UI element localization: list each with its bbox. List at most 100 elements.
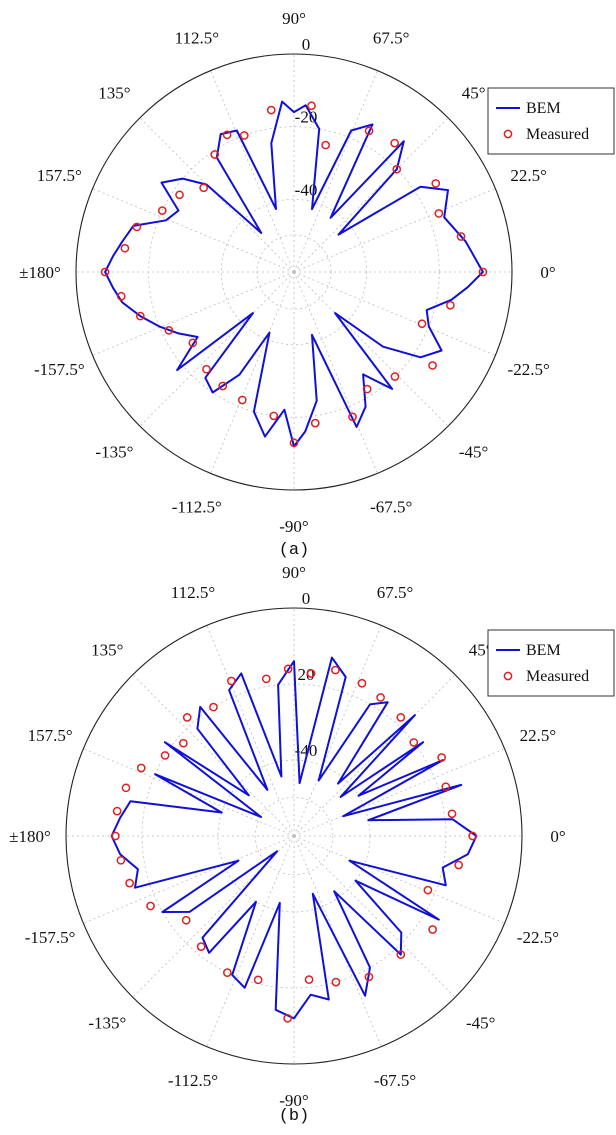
angle-tick-label: -135° <box>95 443 133 462</box>
measured-point <box>396 713 406 722</box>
grid-spoke <box>293 117 449 273</box>
measured-point <box>441 782 451 792</box>
grid-spoke <box>210 271 295 474</box>
measured-point <box>116 291 126 301</box>
grid-spoke <box>293 70 378 273</box>
measured-point <box>164 325 174 335</box>
measured-point <box>331 977 341 987</box>
measured-point <box>364 972 374 982</box>
measured-point <box>348 412 357 422</box>
measured-point <box>304 975 314 984</box>
measured-point <box>125 878 134 888</box>
measured-point <box>283 1013 292 1023</box>
angle-tick-label: -157.5° <box>25 928 76 947</box>
measured-point <box>306 669 316 678</box>
measured-point <box>331 665 340 675</box>
angle-tick-label: 45° <box>469 640 493 659</box>
grid-spoke <box>293 748 505 837</box>
angle-tick-label: 157.5° <box>37 166 82 185</box>
grid-spoke <box>293 835 505 924</box>
angle-tick-label: -90° <box>279 517 308 536</box>
grid-spoke <box>132 674 295 837</box>
angle-tick-label: -67.5° <box>370 498 412 517</box>
grid-spoke <box>92 188 295 273</box>
measured-point <box>409 738 419 747</box>
measured-point <box>132 222 142 232</box>
measured-point <box>181 915 191 925</box>
angle-tick-label: 22.5° <box>510 166 547 185</box>
measured-point <box>199 183 209 193</box>
measured-point <box>202 364 211 374</box>
grid-spoke <box>293 625 382 837</box>
legend: BEM Measured <box>487 87 615 155</box>
angle-tick-label: 112.5° <box>171 583 215 602</box>
measured-point <box>428 361 437 370</box>
measured-point <box>116 855 126 865</box>
angle-tick-label: -90° <box>279 1091 308 1110</box>
measured-point <box>390 372 400 381</box>
legend-label-measured: Measured <box>526 126 589 143</box>
outer-circle <box>65 607 523 1065</box>
measured-point <box>283 664 293 674</box>
measured-point <box>136 763 146 773</box>
measured-point <box>121 783 131 793</box>
measured-point <box>428 925 437 934</box>
measured-point <box>289 438 299 448</box>
measured-point <box>310 418 320 428</box>
measured-point <box>196 942 206 951</box>
measured-point <box>218 381 228 391</box>
grid-spoke <box>210 70 295 273</box>
grid-spoke <box>139 117 295 273</box>
measured-point <box>100 267 110 277</box>
measured-point <box>227 676 236 686</box>
angle-tick-label: 67.5° <box>373 28 410 47</box>
measured-point <box>431 179 441 188</box>
grid-spoke <box>293 271 378 474</box>
measured-point <box>357 678 367 688</box>
grid-spoke <box>293 835 382 1047</box>
angle-tick-label: 0° <box>550 827 565 846</box>
grid-spoke <box>132 835 295 998</box>
panel-caption: (a) <box>279 541 310 560</box>
measured-point <box>175 190 184 200</box>
measured-point <box>112 806 122 816</box>
angle-tick-label: -45° <box>459 443 488 462</box>
legend-label-bem: BEM <box>526 100 561 117</box>
measured-point <box>135 311 145 321</box>
measured-point <box>269 411 279 421</box>
angle-tick-label: 0° <box>540 263 555 282</box>
measured-point <box>362 384 372 394</box>
measured-point <box>447 809 457 819</box>
angle-tick-label: -157.5° <box>34 360 85 379</box>
measured-point <box>111 831 120 841</box>
grid-spoke <box>293 271 496 356</box>
grid-circle <box>220 198 368 346</box>
polar-chart-b: 0° 22.5° 45° 67.5° 90° 112.5° 135° 157.5° ±180° -… <box>9 563 615 1126</box>
grid-spoke <box>139 271 295 427</box>
measured-point <box>364 126 374 136</box>
measured-point <box>468 831 477 841</box>
measured-point <box>223 968 232 977</box>
measured-point <box>157 206 167 215</box>
measured-point <box>237 395 247 405</box>
grid-spoke <box>83 835 295 924</box>
grid-spoke <box>92 271 295 356</box>
measured-point <box>222 130 232 140</box>
angle-tick-label: 90° <box>282 9 306 28</box>
measured-point <box>261 674 271 684</box>
measured-point <box>239 131 249 140</box>
measured-point <box>456 232 466 241</box>
angle-tick-label: 22.5° <box>520 726 557 745</box>
angle-tick-label: 90° <box>282 563 306 582</box>
legend: BEM Measured <box>487 629 615 697</box>
measured-point <box>423 885 433 895</box>
measured-point <box>253 975 263 985</box>
panel-caption: (b) <box>279 1107 310 1126</box>
radial-tick-label: 0 <box>302 589 311 608</box>
measured-point <box>454 860 464 870</box>
grid-spoke <box>293 674 456 837</box>
polar-chart-a: 0° 22.5° 45° 67.5° 90° 112.5° 135° 157.5° ±180° -… <box>19 9 615 560</box>
radial-tick-label: -20 <box>295 108 318 127</box>
measured-point <box>266 105 276 115</box>
radial-tick-label: 0 <box>302 35 311 54</box>
